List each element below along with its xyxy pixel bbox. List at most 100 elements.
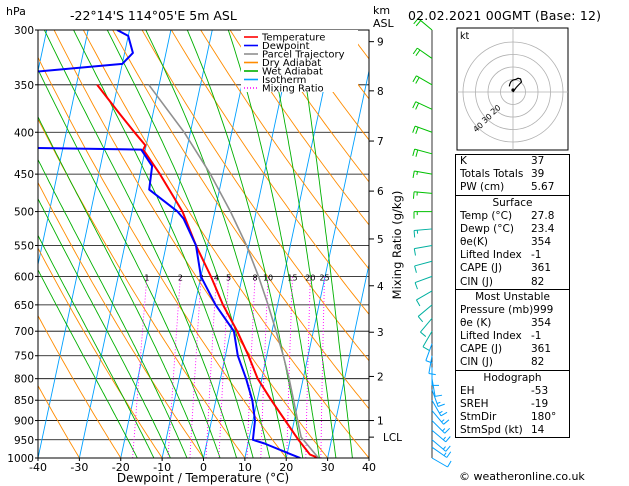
index-row: StmDir 180° — [456, 411, 569, 424]
dry-adiabat — [38, 247, 163, 458]
isotherm-line — [78, 30, 172, 458]
hodograph-title: Hodograph — [456, 369, 569, 385]
wind-barb — [412, 101, 433, 110]
isotherm-line — [285, 68, 369, 458]
mixing-ratio-line — [132, 276, 148, 458]
wind-barb — [413, 244, 433, 256]
hodograph-indices: EH -53 SREH -19 StmDir 180° StmSpd (kt) 14 — [456, 385, 569, 438]
pressure-tick-label: 700 — [14, 326, 34, 338]
dry-adiabat — [38, 118, 246, 458]
dry-adiabat — [112, 30, 369, 410]
index-label: Pressure (mb) — [460, 303, 534, 316]
pressure-tick-label: 400 — [14, 127, 34, 139]
mixing-ratio-label: 8 — [253, 273, 258, 282]
pressure-tick-label: 300 — [14, 25, 34, 37]
index-row: StmSpd (kt) 14 — [456, 424, 569, 437]
wind-barb — [431, 429, 451, 443]
height-tick-label: 1 — [377, 416, 384, 428]
legend-label: Dry Adiabat — [262, 58, 321, 69]
wind-barb — [431, 439, 451, 452]
mixing-ratio-line — [167, 276, 181, 458]
temperature-tick-label: -10 — [153, 461, 171, 474]
hodograph-unit-label: kt — [460, 31, 470, 42]
temperature-tick-label: -30 — [70, 461, 88, 474]
mixing-ratio-label: 10 — [263, 273, 273, 282]
wet-adiabat — [38, 68, 221, 458]
wet-adiabat — [38, 234, 155, 458]
index-row: CAPE (J) 361 — [456, 343, 569, 356]
pressure-tick-label: 350 — [14, 80, 34, 92]
isotherm-line — [38, 30, 130, 458]
pressure-tick-label: 650 — [14, 300, 34, 312]
index-label: Temp (°C) — [460, 209, 513, 222]
pressure-tick-label: 750 — [14, 351, 34, 363]
index-row: CAPE (J) 361 — [456, 262, 569, 275]
mixing-ratio-label: 25 — [319, 273, 329, 282]
isotherm-line — [244, 30, 337, 458]
mixing-ratio-label: 5 — [226, 273, 231, 282]
wind-barb — [431, 367, 439, 386]
mixing-ratio-line — [260, 276, 269, 458]
dry-adiabat — [38, 181, 204, 458]
index-value: 14 — [531, 424, 545, 437]
hodograph-trace — [508, 77, 523, 93]
date-label: 02.02.2021 00GMT (Base: 12) — [408, 8, 602, 23]
wind-barb — [414, 275, 433, 290]
wind-barb — [431, 410, 450, 425]
x-axis-label: Dewpoint / Temperature (°C) — [117, 471, 289, 485]
index-row: PW (cm) 5.67 — [456, 181, 569, 194]
dry-adiabat — [259, 30, 369, 183]
index-row: Temp (°C) 27.8 — [456, 210, 569, 223]
wind-barb — [420, 317, 433, 337]
index-label: θe(K) — [460, 235, 488, 248]
wind-barb — [414, 260, 433, 273]
index-row: θe (K) 354 — [456, 317, 569, 330]
height-tick-label: 5 — [377, 234, 384, 246]
wet-adiabat — [73, 30, 254, 458]
pressure-tick-label: 550 — [14, 240, 34, 252]
index-label: Lifted Index — [460, 330, 522, 343]
index-value: 999 — [533, 303, 554, 316]
temperature-tick-label: 0 — [200, 461, 207, 474]
index-label: K — [460, 155, 467, 167]
index-row: EH -53 — [456, 385, 569, 398]
isotherm-line — [327, 262, 369, 458]
wind-barb — [412, 170, 433, 178]
index-row: Totals Totals 39 — [456, 168, 569, 181]
mixing-ratio-label: 4 — [214, 273, 219, 282]
dry-adiabat — [38, 314, 122, 458]
index-value: 5.67 — [531, 181, 555, 194]
wet-adiabat — [297, 30, 353, 458]
footer-credit: © weatheronline.co.uk — [459, 470, 585, 483]
legend-label: Dewpoint — [262, 41, 310, 52]
wind-barb — [428, 355, 436, 376]
dry-adiabat — [229, 30, 369, 226]
index-row: CIN (J) 82 — [456, 356, 569, 369]
height-tick-label: 8 — [377, 86, 384, 98]
index-label: CIN (J) — [460, 356, 493, 369]
index-value: 361 — [531, 262, 552, 275]
mixing-ratio-label: 20 — [305, 273, 315, 282]
legend-label: Wet Adiabat — [262, 67, 323, 78]
dry-adiabat — [141, 30, 369, 362]
diagram-grid: 1 2 3 4 5 8 10 15 20 25 — [38, 30, 369, 458]
mixing-ratio-line — [286, 276, 293, 458]
lcl-label: LCL — [383, 432, 402, 444]
temperature-curve — [96, 84, 319, 458]
index-label: SREH — [460, 397, 489, 410]
index-row: Pressure (mb) 999 — [456, 304, 569, 317]
index-value: 361 — [531, 343, 552, 356]
wind-barb — [431, 378, 443, 397]
wet-adiabat — [38, 197, 171, 458]
index-value: 27.8 — [531, 209, 555, 222]
temperature-tick-label: 40 — [362, 461, 376, 474]
wind-barb — [413, 18, 433, 31]
index-value: 82 — [531, 275, 545, 288]
index-label: θe (K) — [460, 316, 492, 329]
index-value: -1 — [531, 249, 542, 262]
station-label: -22°14'S 114°05'E 5m ASL — [70, 8, 237, 23]
index-label: CIN (J) — [460, 275, 493, 288]
wind-barb — [413, 211, 432, 219]
